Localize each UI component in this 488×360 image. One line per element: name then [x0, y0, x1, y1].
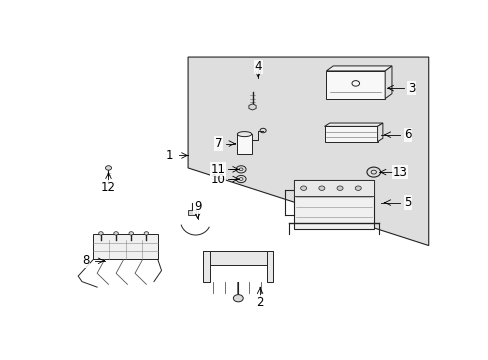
Text: 3: 3 [407, 82, 414, 95]
Text: 8: 8 [82, 254, 89, 267]
Text: 12: 12 [101, 181, 116, 194]
Text: 7: 7 [214, 137, 222, 150]
Circle shape [99, 232, 103, 235]
Text: 6: 6 [403, 128, 411, 141]
Circle shape [318, 186, 324, 190]
Bar [294, 180, 373, 229]
Bar [203, 251, 210, 282]
Bar [324, 126, 377, 141]
Text: 2: 2 [256, 296, 264, 309]
Bar [93, 234, 158, 260]
Text: 1: 1 [165, 149, 173, 162]
Bar [188, 210, 195, 215]
Polygon shape [377, 123, 382, 141]
Ellipse shape [237, 132, 251, 136]
Text: 5: 5 [404, 196, 411, 209]
Text: 9: 9 [193, 200, 201, 213]
Polygon shape [385, 66, 391, 99]
Bar [266, 251, 273, 282]
Circle shape [114, 232, 118, 235]
Bar [294, 180, 373, 196]
Circle shape [300, 186, 306, 190]
Polygon shape [248, 104, 256, 110]
Text: 11: 11 [210, 163, 225, 176]
Bar [203, 251, 273, 265]
Circle shape [105, 166, 111, 170]
Polygon shape [326, 66, 391, 71]
Circle shape [129, 232, 133, 235]
Circle shape [354, 186, 361, 190]
Polygon shape [324, 123, 382, 126]
Circle shape [144, 232, 148, 235]
Text: 13: 13 [392, 166, 407, 179]
Circle shape [233, 294, 243, 302]
Bar [237, 134, 251, 154]
Text: 4: 4 [254, 60, 262, 73]
Polygon shape [188, 57, 428, 246]
Bar [326, 71, 385, 99]
Circle shape [336, 186, 343, 190]
Text: 10: 10 [210, 172, 225, 185]
